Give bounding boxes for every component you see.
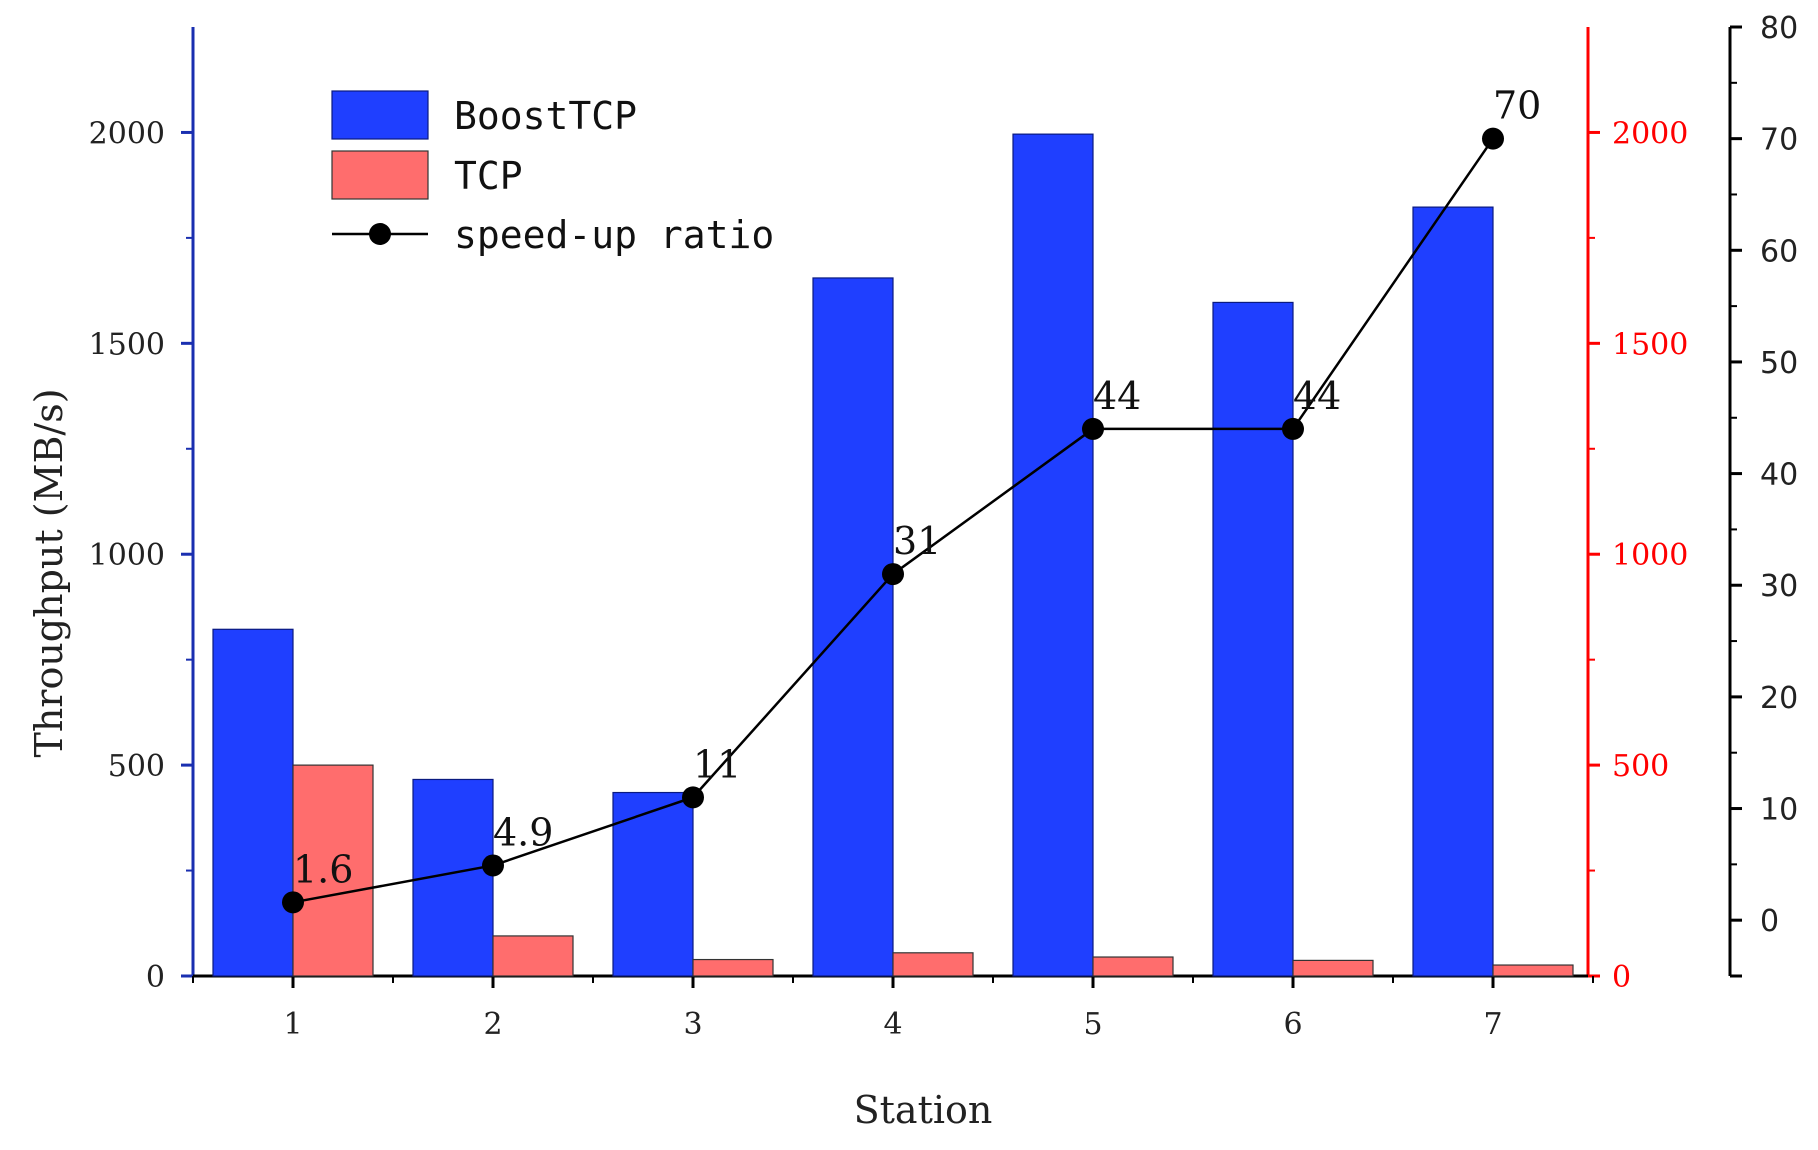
- legend-swatch-tcp: [331, 150, 429, 200]
- ratio-data-label: 31: [893, 519, 941, 563]
- legend-swatch-ratio-dot: [369, 223, 391, 245]
- bar-tcp: [292, 764, 374, 977]
- ratio-point: [882, 563, 904, 586]
- bar-tcp: [1092, 956, 1174, 977]
- ratio-data-label: 1.6: [293, 847, 353, 891]
- ratio-data-label: 44: [1293, 374, 1341, 418]
- y-tick-label-right: 1000: [1612, 538, 1688, 573]
- x-tick-label: 7: [1483, 1007, 1502, 1042]
- axes-layer: 0 500 1000 1500 2000 0 500 1000 1500 2000 0 10 20 30 4…: [89, 11, 1799, 1042]
- y-tick-label-ratio: 50: [1760, 346, 1798, 381]
- legend: BoostTCP TCP speed-up ratio: [331, 90, 774, 257]
- y-tick-label-right: 500: [1612, 749, 1669, 784]
- bar-tcp: [892, 952, 974, 977]
- legend-label-boosttcp: BoostTCP: [454, 94, 637, 138]
- y-tick-label-ratio: 60: [1760, 234, 1798, 269]
- bar-tcp: [1292, 959, 1374, 977]
- bar-boosttcp: [1012, 133, 1094, 977]
- ratio-point: [1482, 127, 1504, 150]
- ratio-data-label: 4.9: [493, 810, 553, 854]
- bar-boosttcp: [612, 791, 694, 977]
- bar-boosttcp: [1412, 206, 1494, 977]
- x-tick-label: 3: [683, 1007, 702, 1042]
- y-tick-label-left: 500: [108, 749, 165, 784]
- y-axis-title: Throughput (MB/s): [27, 388, 71, 757]
- ratio-point: [1082, 417, 1104, 440]
- y-tick-label-ratio: 30: [1760, 569, 1798, 604]
- legend-label-tcp: TCP: [454, 154, 523, 198]
- x-tick-label: 2: [483, 1007, 502, 1042]
- legend-label-ratio: speed-up ratio: [454, 213, 774, 257]
- x-tick-label: 1: [283, 1007, 302, 1042]
- y-tick-label-ratio: 0: [1760, 904, 1779, 939]
- bars-layer: [212, 133, 1574, 977]
- ratio-data-label: 44: [1093, 374, 1141, 418]
- y-tick-label-left: 2000: [89, 116, 165, 151]
- x-tick-label: 5: [1083, 1007, 1102, 1042]
- y-tick-label-left: 1500: [89, 327, 165, 362]
- y-tick-label-right: 2000: [1612, 116, 1688, 151]
- y-tick-label-ratio: 80: [1760, 11, 1798, 46]
- y-tick-label-ratio: 40: [1760, 458, 1798, 493]
- y-tick-label-ratio: 10: [1760, 793, 1798, 828]
- ratio-point: [1282, 417, 1304, 440]
- ratio-point: [482, 854, 504, 877]
- bar-tcp: [1492, 964, 1574, 977]
- y-tick-label-right: 0: [1612, 960, 1631, 995]
- ratio-point: [682, 786, 704, 809]
- ratio-point: [282, 891, 304, 914]
- ratio-data-label: 11: [693, 742, 741, 786]
- bar-boosttcp: [212, 628, 294, 977]
- y-tick-label-right: 1500: [1612, 327, 1688, 362]
- y-tick-label-left: 1000: [89, 538, 165, 573]
- ratio-data-label: 70: [1493, 84, 1541, 128]
- bar-boosttcp: [1212, 301, 1294, 977]
- legend-swatch-boosttcp: [331, 90, 429, 140]
- bar-boosttcp: [812, 277, 894, 977]
- bar-tcp: [692, 958, 774, 977]
- y-tick-label-ratio: 20: [1760, 681, 1798, 716]
- y-tick-label-ratio: 70: [1760, 123, 1798, 158]
- ratio-line-layer: 1.6 4.9 11 31 44 44 70: [282, 84, 1541, 914]
- x-axis-title: Station: [854, 1088, 993, 1132]
- y-tick-label-left: 0: [146, 960, 165, 995]
- x-tick-label: 6: [1283, 1007, 1302, 1042]
- bar-tcp: [492, 935, 574, 977]
- x-tick-label: 4: [883, 1007, 902, 1042]
